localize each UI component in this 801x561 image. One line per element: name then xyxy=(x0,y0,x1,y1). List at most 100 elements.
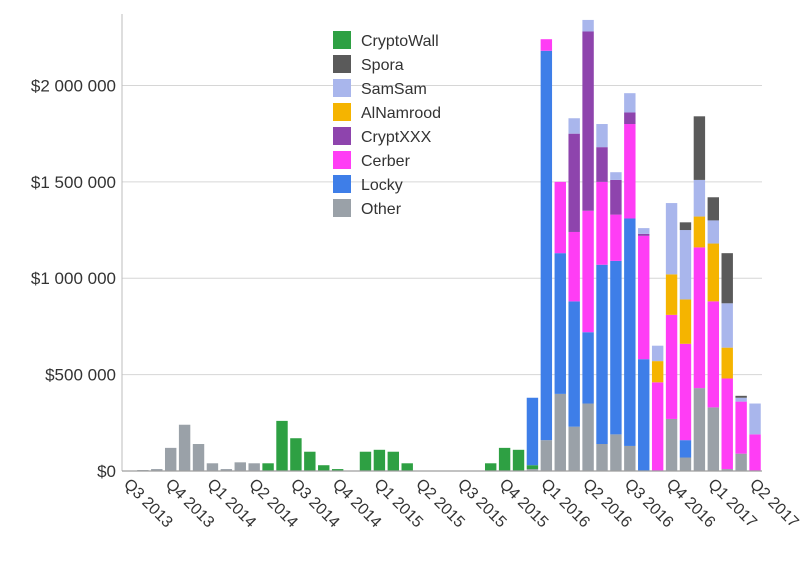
bar-segment-cryptowall-13 xyxy=(304,451,316,471)
y-tick-label: $1 500 000 xyxy=(31,173,116,192)
bar-segment-locky-32 xyxy=(568,301,580,427)
bar-segment-other-32 xyxy=(568,426,580,471)
bar-segment-samsam-43 xyxy=(721,303,733,348)
legend-label-samsam: SamSam xyxy=(361,81,427,98)
bar-segment-samsam-36 xyxy=(624,93,636,113)
bar-segment-cryptowall-11 xyxy=(276,420,288,471)
bar-segment-alnamrood-43 xyxy=(721,347,733,379)
bar-segment-cryptxxx-33 xyxy=(582,31,594,211)
bar-segment-alnamrood-38 xyxy=(651,361,664,383)
bar-segment-other-39 xyxy=(665,418,678,471)
legend-swatch-cryptowall xyxy=(333,31,351,49)
bar-segment-other-29 xyxy=(526,469,539,471)
bar-segment-other-30 xyxy=(540,440,553,471)
bar-segment-spora-41 xyxy=(693,116,706,180)
bar-segment-cerber-40 xyxy=(679,343,692,441)
bar-segment-cerber-37 xyxy=(638,235,650,360)
bar-segment-cerber-38 xyxy=(651,382,664,471)
bar-segment-other-36 xyxy=(624,445,636,471)
bar-segment-cryptowall-17 xyxy=(359,451,372,471)
bar-segment-other-8 xyxy=(234,462,246,471)
bar-segment-cerber-31 xyxy=(554,181,566,254)
bar-segment-samsam-37 xyxy=(638,228,650,234)
bar-segment-other-41 xyxy=(693,388,706,471)
bar-segment-cerber-41 xyxy=(693,247,706,389)
bar-segment-alnamrood-41 xyxy=(693,216,706,248)
bar-segment-other-42 xyxy=(707,407,720,471)
bar-segment-cryptxxx-37 xyxy=(638,233,650,236)
bar-segment-cryptowall-18 xyxy=(373,449,386,471)
bar-segment-other-40 xyxy=(679,457,692,471)
bar-segment-cerber-45 xyxy=(749,434,761,471)
bar-segment-cryptowall-10 xyxy=(262,463,274,471)
bar-segment-cerber-33 xyxy=(582,210,594,333)
bar-segment-samsam-44 xyxy=(735,397,747,402)
bar-segment-cerber-39 xyxy=(665,314,678,419)
bar-segment-locky-40 xyxy=(679,440,692,458)
bar-segment-other-5 xyxy=(192,444,205,471)
bar-segment-other-34 xyxy=(596,444,608,471)
bar-segment-samsam-45 xyxy=(749,403,761,435)
bar-segment-locky-37 xyxy=(638,359,650,471)
legend-item-other: Other xyxy=(333,199,402,218)
legend-swatch-alnamrood xyxy=(333,103,351,121)
y-tick-label: $1 000 000 xyxy=(31,269,116,288)
bar-segment-cerber-44 xyxy=(735,401,747,454)
legend-item-spora: Spora xyxy=(333,55,404,74)
bar-segment-samsam-32 xyxy=(568,118,580,134)
legend-item-samsam: SamSam xyxy=(333,79,427,98)
bar-segment-locky-29 xyxy=(526,397,539,466)
legend-item-cerber: Cerber xyxy=(333,151,411,170)
bar-segment-cerber-30 xyxy=(540,39,553,51)
bar-segment-spora-43 xyxy=(721,253,733,304)
bar-segment-samsam-34 xyxy=(596,124,608,148)
bar-segment-locky-33 xyxy=(582,332,594,404)
bar-segment-other-43 xyxy=(721,469,733,471)
bar-segment-cryptowall-20 xyxy=(401,463,413,471)
y-tick-label: $2 000 000 xyxy=(31,76,116,95)
bar-segment-other-44 xyxy=(735,453,747,471)
legend-item-cryptowall: CryptoWall xyxy=(333,31,439,50)
bar-segment-samsam-40 xyxy=(679,230,692,300)
legend-swatch-samsam xyxy=(333,79,351,97)
legend-item-locky: Locky xyxy=(333,175,403,194)
bar-segment-other-33 xyxy=(582,403,594,471)
bar-segment-samsam-41 xyxy=(693,179,706,217)
y-tick-label: $500 000 xyxy=(45,366,116,385)
legend-swatch-spora xyxy=(333,55,351,73)
bar-segment-cryptowall-27 xyxy=(498,447,511,471)
legend-label-cryptxxx: CryptXXX xyxy=(361,129,432,146)
bar-segment-other-3 xyxy=(164,447,177,471)
bar-segment-cryptxxx-36 xyxy=(624,112,636,125)
legend-item-alnamrood: AlNamrood xyxy=(333,103,441,122)
bar-segment-other-7 xyxy=(220,469,233,471)
bar-segment-cryptxxx-34 xyxy=(596,147,608,182)
bar-segment-cryptxxx-32 xyxy=(568,133,580,232)
legend-label-cryptowall: CryptoWall xyxy=(361,33,439,50)
bar-segment-spora-44 xyxy=(735,395,747,398)
legend-item-cryptxxx: CryptXXX xyxy=(333,127,432,146)
bar-segment-locky-31 xyxy=(554,253,566,394)
bar-segment-other-31 xyxy=(554,393,566,471)
bar-segment-other-6 xyxy=(206,463,219,471)
bar-segment-locky-36 xyxy=(624,218,636,446)
legend-swatch-other xyxy=(333,199,351,217)
bar-segment-samsam-38 xyxy=(651,345,664,362)
bars xyxy=(137,19,761,471)
legend: CryptoWall Spora SamSam AlNamrood CryptXXX Ce… xyxy=(333,31,441,218)
bar-segment-other-4 xyxy=(178,424,191,471)
bar-segment-alnamrood-42 xyxy=(707,243,720,302)
bar-segment-samsam-33 xyxy=(582,19,594,32)
bar-segment-other-35 xyxy=(610,434,622,471)
bar-segment-other-2 xyxy=(151,469,163,471)
bar-segment-spora-40 xyxy=(679,222,692,231)
bar-segment-cerber-35 xyxy=(610,214,622,261)
bar-segment-cerber-43 xyxy=(721,378,733,470)
bar-segment-other-9 xyxy=(248,463,260,471)
legend-swatch-cerber xyxy=(333,151,351,169)
legend-label-alnamrood: AlNamrood xyxy=(361,105,441,122)
bar-segment-cerber-34 xyxy=(596,181,608,265)
bar-segment-alnamrood-40 xyxy=(679,299,692,344)
